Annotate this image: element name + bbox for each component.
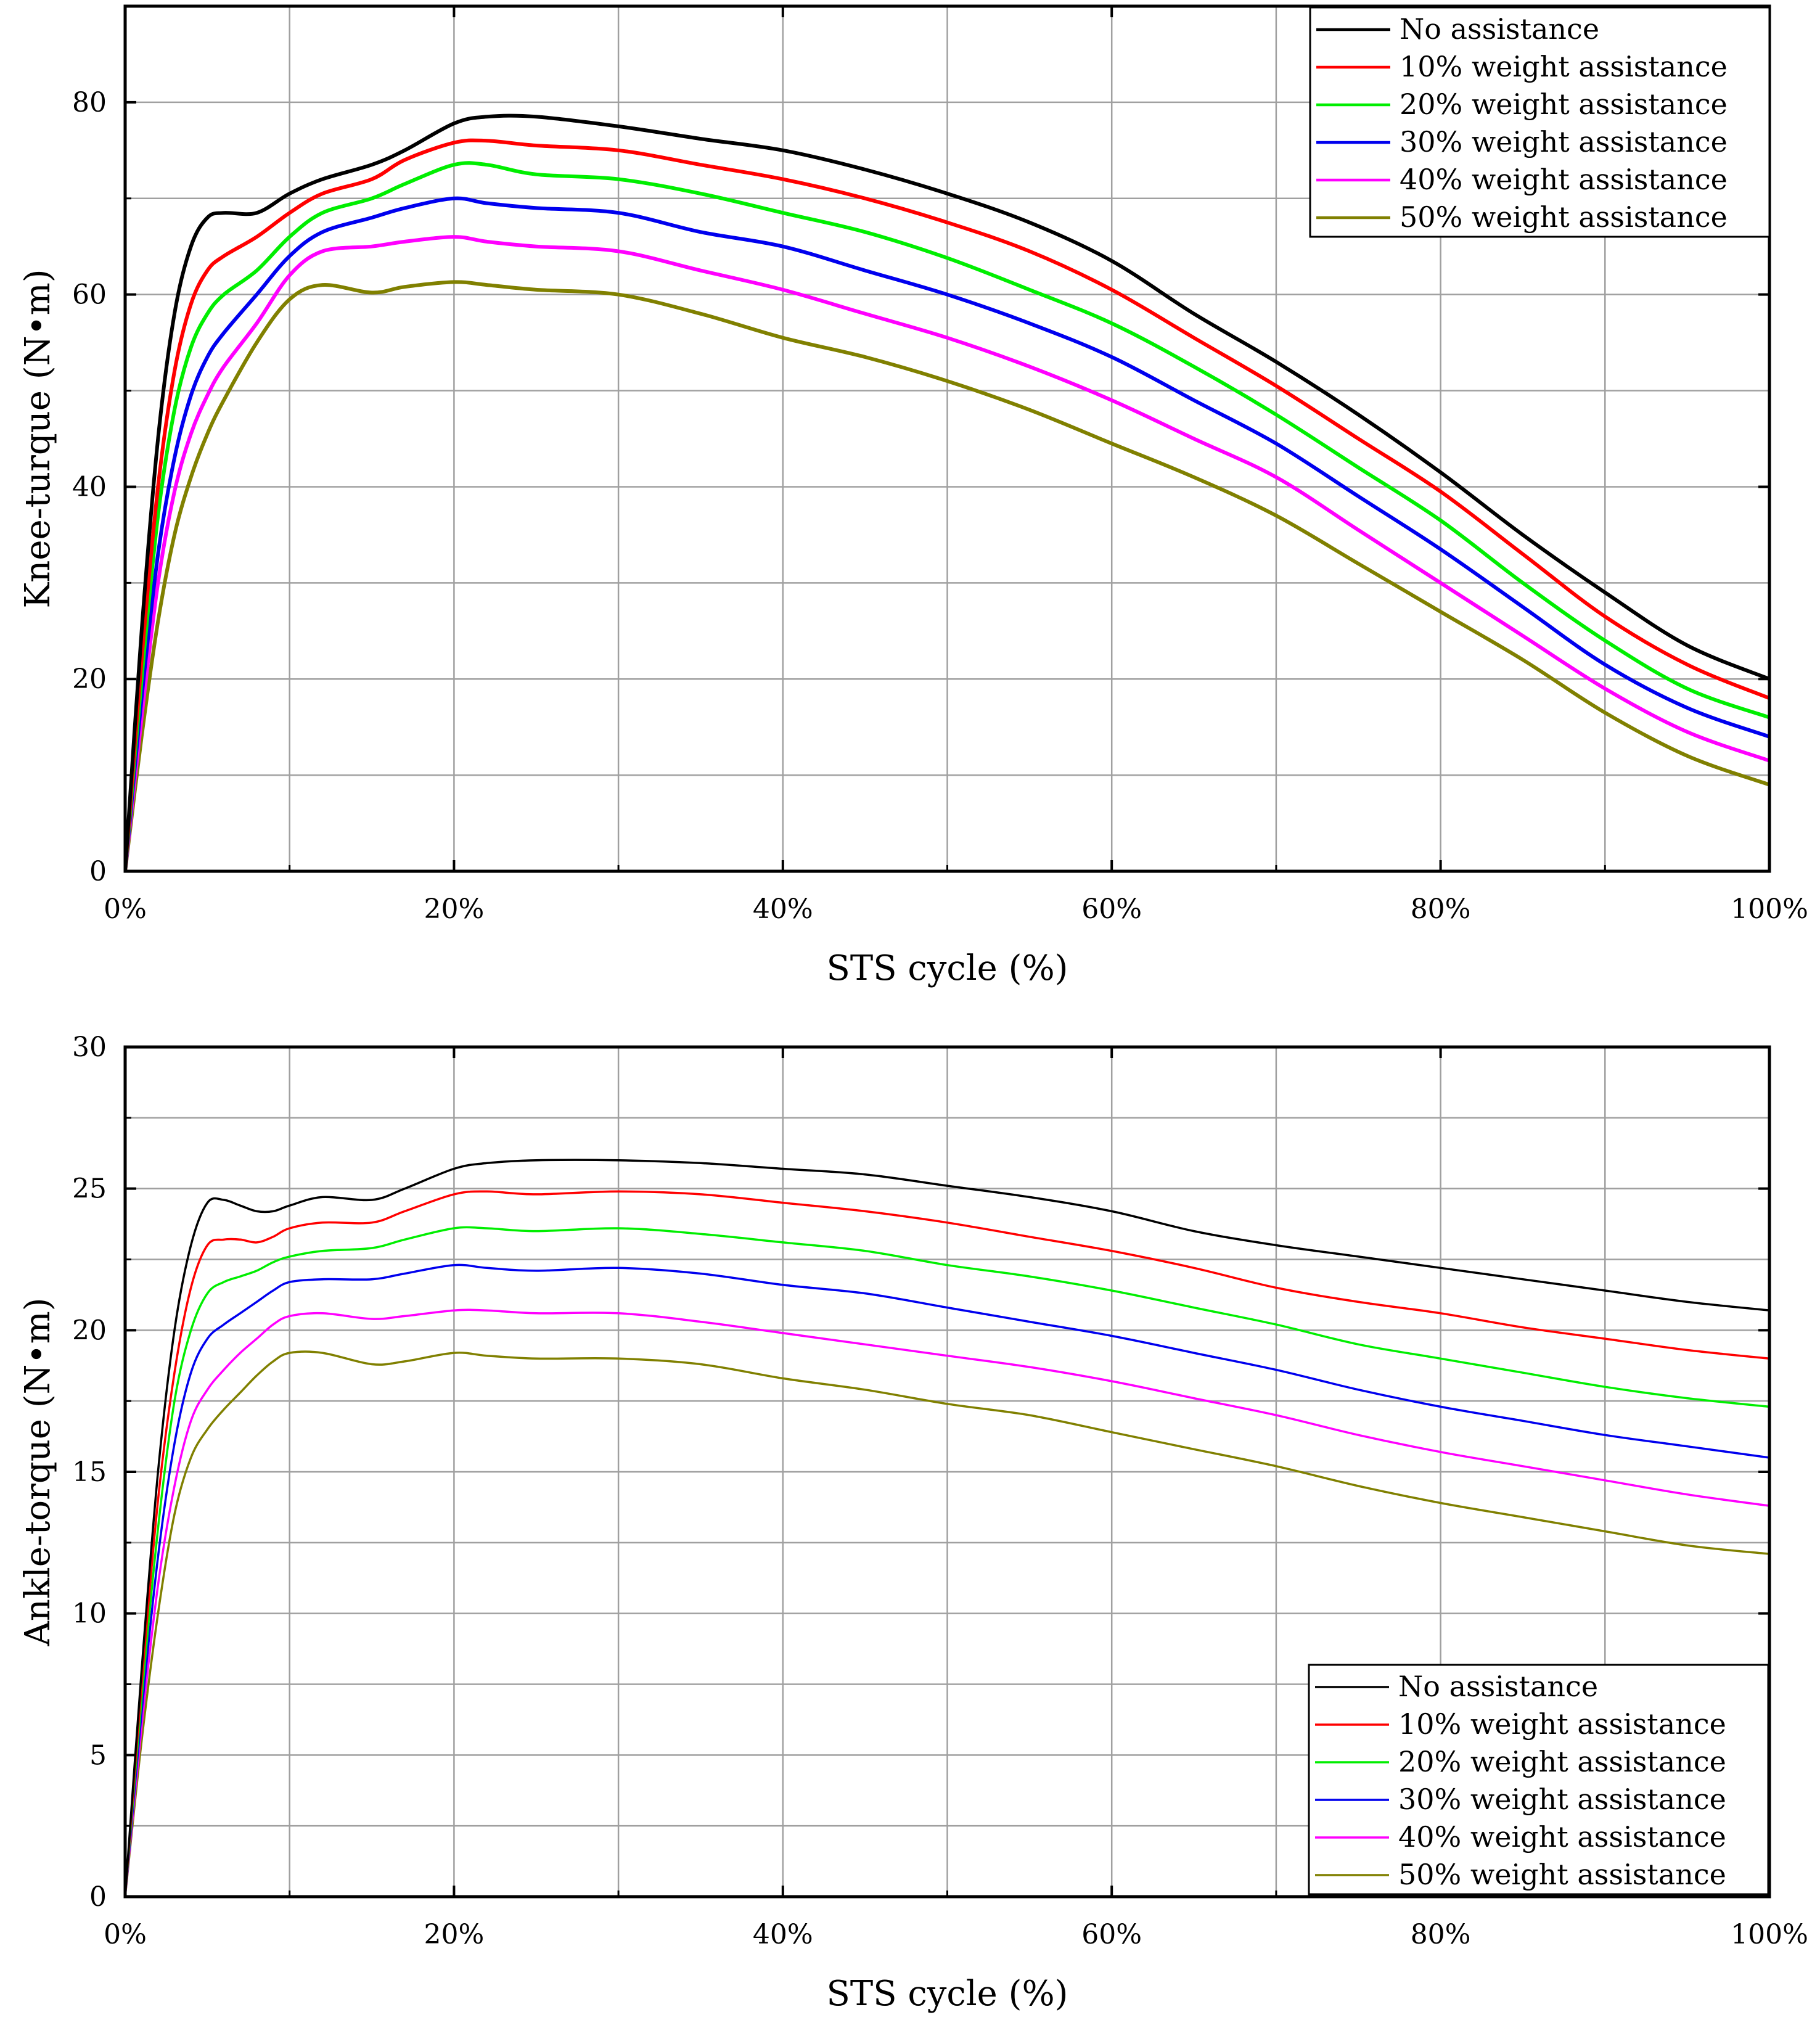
- y-tick-label: 10: [72, 1598, 107, 1630]
- x-tick-label: 100%: [1731, 1919, 1808, 1950]
- series-line-30-weight-assistance: [125, 196, 1769, 871]
- y-tick-label: 5: [89, 1739, 107, 1771]
- x-tick-label: 60%: [1081, 893, 1142, 925]
- x-tick-label: 80%: [1411, 1919, 1471, 1950]
- y-tick-label: 20: [72, 663, 107, 695]
- legend-label: No assistance: [1400, 12, 1599, 46]
- legend-label: 40% weight assistance: [1398, 1820, 1726, 1854]
- series-line-no-assistance: [125, 113, 1769, 871]
- x-tick-label: 40%: [753, 1919, 813, 1950]
- legend-box: [1308, 1664, 1769, 1895]
- legend-label: 20% weight assistance: [1398, 1745, 1726, 1778]
- series-line-40-weight-assistance: [125, 1308, 1769, 1897]
- y-axis-title: Ankle-torque (N•m): [18, 1297, 58, 1646]
- y-tick-label: 0: [89, 1881, 107, 1913]
- series-line-40-weight-assistance: [125, 235, 1769, 871]
- legend-box: [1309, 6, 1771, 238]
- series-group: [125, 1159, 1769, 1897]
- y-tick-label: 60: [72, 279, 107, 311]
- y-tick-label: 80: [72, 87, 107, 118]
- legend-label: 50% weight assistance: [1398, 1858, 1726, 1891]
- series-line-10-weight-assistance: [125, 138, 1769, 871]
- legend-label: 20% weight assistance: [1400, 88, 1728, 121]
- series-line-30-weight-assistance: [125, 1263, 1769, 1897]
- x-tick-label: 40%: [753, 893, 813, 925]
- series-line-no-assistance: [125, 1159, 1769, 1897]
- series-group: [125, 113, 1769, 871]
- ticks: [124, 1046, 1771, 1898]
- legend-label: 30% weight assistance: [1398, 1783, 1726, 1816]
- x-tick-label: 100%: [1731, 893, 1808, 925]
- y-tick-label: 15: [72, 1456, 107, 1488]
- legend-label: 40% weight assistance: [1400, 163, 1728, 196]
- series-line-50-weight-assistance: [125, 280, 1769, 871]
- x-tick-label: 20%: [424, 1919, 485, 1950]
- x-axis-title: STS cycle (%): [827, 948, 1068, 988]
- x-tick-label: 80%: [1411, 893, 1471, 925]
- legend-label: 50% weight assistance: [1400, 200, 1728, 234]
- x-tick-label: 0%: [104, 1919, 147, 1950]
- y-tick-label: 20: [72, 1315, 107, 1346]
- knee-torque-chart: 0% 20% 40% 60% 80% 100% 0 20 40 60 80 STS cycle (%)…: [18, 4, 1808, 988]
- x-tick-label: 20%: [424, 893, 485, 925]
- grid: [125, 6, 1769, 871]
- x-tick-label: 0%: [104, 893, 147, 925]
- y-tick-label: 40: [72, 471, 107, 503]
- series-line-50-weight-assistance: [125, 1350, 1769, 1897]
- ankle-torque-chart: 0% 20% 40% 60% 80% 100% 0 5 10 15 20 25 30 STS cycle …: [18, 1032, 1808, 2014]
- legend-label: No assistance: [1398, 1670, 1598, 1703]
- legend: No assistance 10% weight assistance 20% we…: [1308, 1664, 1769, 1895]
- legend-label: 30% weight assistance: [1400, 125, 1728, 158]
- y-tick-label: 0: [89, 856, 107, 887]
- series-line-20-weight-assistance: [125, 1226, 1769, 1897]
- y-axis-title: Knee-turque (N•m): [18, 269, 58, 608]
- x-axis-title: STS cycle (%): [827, 1974, 1068, 2014]
- series-line-20-weight-assistance: [125, 161, 1769, 871]
- y-tick-label: 25: [72, 1173, 107, 1205]
- series-line-10-weight-assistance: [125, 1190, 1769, 1897]
- y-tick-label: 30: [72, 1032, 107, 1063]
- legend: No assistance 10% weight assistance 20% we…: [1309, 6, 1771, 238]
- legend-label: 10% weight assistance: [1400, 50, 1728, 83]
- legend-label: 10% weight assistance: [1398, 1707, 1726, 1741]
- x-tick-label: 60%: [1081, 1919, 1142, 1950]
